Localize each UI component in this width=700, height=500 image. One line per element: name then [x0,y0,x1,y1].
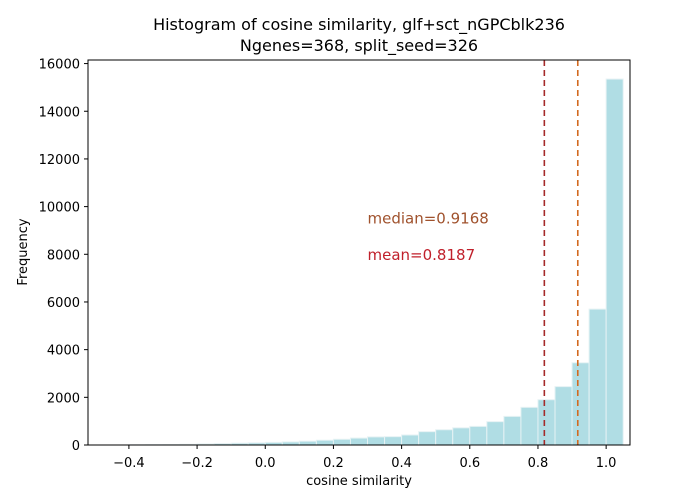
x-tick-label: −0.2 [181,456,213,471]
histogram-bar [332,438,351,446]
histogram-bar [571,362,590,446]
histogram-bar [537,399,556,446]
y-tick-label: 16000 [39,58,80,73]
y-tick-label: 12000 [39,153,80,168]
x-tick-label: 0.0 [255,456,276,471]
histogram-bar [503,415,522,446]
histogram-bar [367,436,386,446]
x-tick-label: −0.4 [113,456,145,471]
histogram-bar [401,434,420,446]
y-tick-label: 10000 [39,201,80,216]
x-tick-label: 0.4 [391,456,412,471]
y-tick-label: 8000 [47,248,80,263]
y-tick-label: 0 [72,439,80,454]
y-tick-label: 2000 [47,391,80,406]
chart-title-line1: Histogram of cosine similarity, glf+sct_… [153,15,565,35]
histogram-bar [605,78,624,446]
histogram-bar [452,427,471,446]
histogram-bar [520,406,539,446]
histogram-bar [588,308,607,446]
histogram-bar [349,437,369,446]
x-tick-label: 1.0 [596,456,617,471]
y-axis-ticks: 0 2000 4000 6000 8000 10000 12000 14000 16000 [39,58,88,454]
plot-frame [87,59,631,446]
median-annotation: median=0.9168 [368,209,489,227]
histogram-bar [554,386,573,446]
y-axis-label: Frequency [16,218,31,285]
histogram-bar [298,440,317,446]
y-tick-label: 6000 [47,296,80,311]
x-tick-label: 0.8 [528,456,549,471]
histogram-bar [469,425,488,446]
histogram-bar [435,429,454,446]
histogram-bar [486,421,505,446]
annotations-layer: median=0.9168 mean=0.8187 [368,209,489,264]
x-axis-label: cosine similarity [306,474,412,489]
y-tick-label: 14000 [39,105,80,120]
bars-layer [128,78,624,446]
chart-title-line2: Ngenes=368, split_seed=326 [240,36,478,56]
histogram-bar [315,439,334,446]
x-axis-ticks: −0.4 −0.2 0.0 0.2 0.4 0.6 0.8 1.0 [113,445,616,471]
histogram-bar [418,431,437,446]
x-tick-label: 0.2 [323,456,344,471]
y-tick-label: 4000 [47,344,80,359]
histogram-bar [384,436,403,446]
mean-annotation: mean=0.8187 [368,246,476,264]
reference-lines-layer [543,60,579,445]
x-tick-label: 0.6 [459,456,480,471]
